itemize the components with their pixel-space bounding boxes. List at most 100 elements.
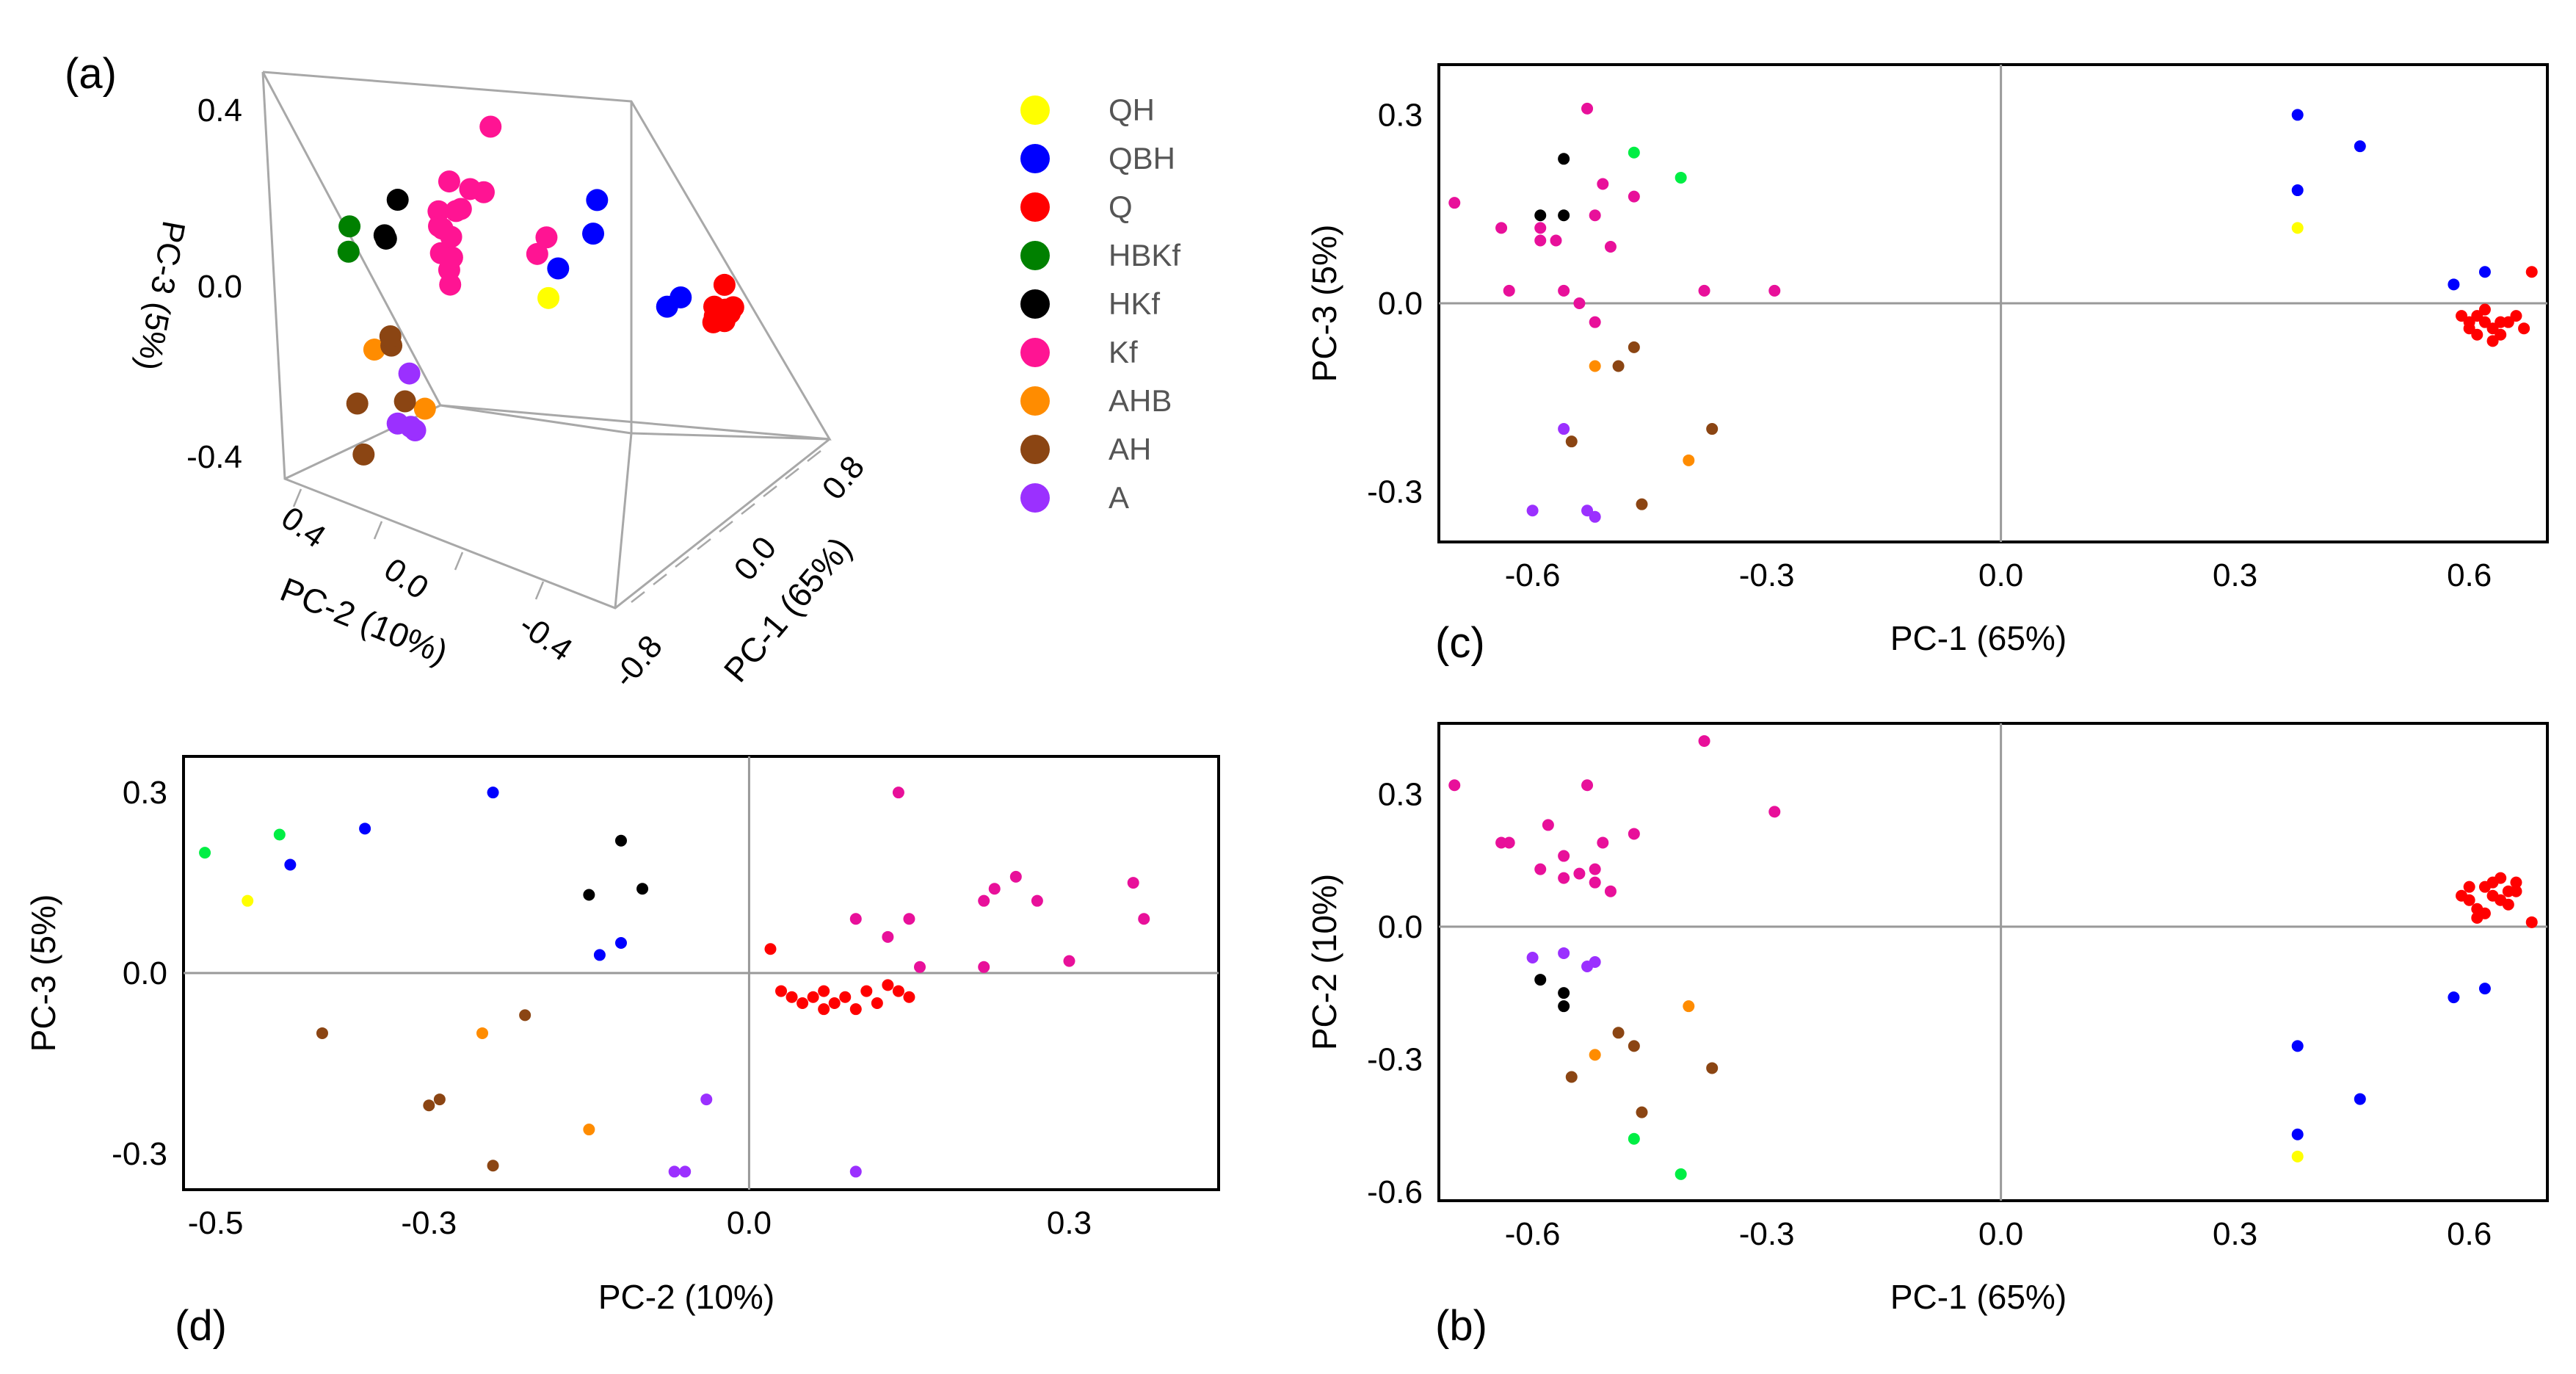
point-Q — [2471, 310, 2484, 322]
pc3-axis-label: PC-3 (5%) — [130, 218, 192, 373]
point-3d-AH — [352, 443, 375, 466]
point-Q — [818, 1003, 830, 1016]
point-Q — [2518, 322, 2530, 335]
point-Kf — [1009, 870, 1022, 883]
legend: QH QBH Q HBKf HKf Kf AHB AH A — [1020, 93, 1180, 515]
point-HBKf — [1628, 1132, 1640, 1145]
point-HBKf — [1675, 1168, 1687, 1180]
point-AH — [1636, 1106, 1648, 1118]
point-3d-AH — [393, 390, 416, 413]
point-Kf — [978, 961, 990, 973]
x-tick-label: -0.6 — [1505, 557, 1561, 593]
point-3d-QBH — [670, 286, 692, 308]
point-AH — [519, 1009, 531, 1022]
legend-marker-HBKf — [1020, 241, 1050, 270]
point-Q — [828, 997, 841, 1009]
point-Kf — [1597, 836, 1609, 849]
panel-b-points — [1448, 735, 2538, 1180]
panel-b-ylabel: PC-2 (10%) — [1305, 874, 1343, 1050]
point-Q — [860, 985, 873, 997]
y-tick-label: 0.0 — [123, 955, 167, 991]
point-Kf — [1550, 234, 1562, 247]
point-A — [1558, 947, 1570, 959]
panel-b-label: (b) — [1435, 1302, 1487, 1350]
point-Kf — [1448, 779, 1461, 792]
point-Kf — [892, 787, 904, 799]
point-Q — [892, 985, 904, 997]
point-AHB — [1683, 454, 1695, 466]
point-Kf — [849, 913, 862, 925]
point-Q — [2525, 266, 2538, 278]
x-tick-label: 0.0 — [727, 1205, 772, 1241]
pc1-tick-0: -0.8 — [606, 629, 670, 695]
point-Q — [797, 997, 809, 1009]
pc1-tick-1: 0.0 — [727, 530, 783, 587]
point-Kf — [1604, 885, 1617, 897]
legend-label-HBKf: HBKf — [1109, 238, 1180, 272]
pc2-tick-2: -0.4 — [512, 607, 578, 668]
point-A — [1526, 951, 1539, 963]
point-AH — [1706, 1062, 1719, 1074]
point-Kf — [978, 894, 990, 907]
point-QH — [242, 894, 254, 907]
point-Kf — [1534, 234, 1547, 247]
point-HKf — [583, 889, 595, 901]
legend-label-AHB: AHB — [1109, 383, 1172, 418]
x-tick-label: 0.0 — [1978, 1216, 2023, 1252]
point-HBKf — [1675, 171, 1687, 184]
point-AH — [423, 1099, 435, 1112]
point-Q — [2486, 889, 2499, 902]
panel-b-frame — [1437, 722, 2549, 1202]
panel-d-label: (d) — [175, 1302, 227, 1350]
point-Kf — [1581, 779, 1594, 792]
pc2-tick-0: 0.4 — [275, 500, 332, 555]
point-Kf — [1628, 828, 1640, 840]
point-Q — [839, 991, 852, 1003]
point-A — [1526, 505, 1539, 517]
point-Kf — [1573, 867, 1586, 880]
point-Kf — [1628, 190, 1640, 203]
y-tick-label: -0.6 — [1367, 1174, 1423, 1210]
point-Kf — [1542, 819, 1554, 831]
point-QBH — [2291, 1040, 2304, 1052]
x-tick-label: -0.3 — [1739, 557, 1795, 593]
point-AHB — [1589, 1049, 1601, 1061]
panel-b-axes: -0.6 -0.3 0.0 0.3 0.6 0.3 0.0 -0.3 -0.6 — [1367, 723, 2547, 1252]
point-Q — [882, 979, 894, 991]
point-AHB — [1683, 1000, 1695, 1013]
legend-marker-QBH — [1020, 144, 1050, 173]
point-Kf — [1063, 955, 1075, 967]
point-QBH — [2478, 983, 2491, 995]
point-Q — [818, 985, 830, 997]
point-A — [668, 1165, 681, 1178]
point-3d-Q — [713, 273, 736, 296]
y-tick-label: 0.3 — [1378, 776, 1423, 812]
point-3d-Q — [703, 295, 725, 318]
legend-marker-A — [1020, 483, 1050, 513]
point-Kf — [1768, 284, 1781, 297]
point-HKf — [1534, 209, 1547, 222]
point-HKf — [1558, 987, 1570, 999]
point-Q — [807, 991, 819, 1003]
point-3d-AHB — [413, 397, 436, 420]
panel-c-scatter: -0.6 -0.3 0.0 0.3 0.6 0.3 0.0 -0.3 PC-1 (65%) P… — [1305, 63, 2549, 667]
point-QH — [2291, 222, 2304, 234]
point-Q — [2471, 328, 2484, 341]
legend-marker-HKf — [1020, 289, 1050, 319]
point-Q — [775, 985, 788, 997]
point-A — [1589, 956, 1601, 968]
legend-marker-Kf — [1020, 338, 1050, 367]
point-HKf — [1558, 153, 1570, 165]
point-3d-HKf — [374, 227, 397, 250]
panel-c-ylabel: PC-3 (5%) — [1305, 225, 1343, 383]
legend-label-HKf: HKf — [1109, 286, 1160, 321]
point-Kf — [1589, 316, 1601, 328]
point-Q — [849, 1003, 862, 1016]
point-AH — [1636, 498, 1648, 510]
x-tick-label: 0.3 — [1047, 1205, 1092, 1241]
x-tick-label: -0.5 — [188, 1205, 244, 1241]
point-3d-AHB — [363, 339, 385, 361]
point-QBH — [2291, 109, 2304, 121]
point-Kf — [1589, 209, 1601, 222]
point-Q — [2502, 885, 2514, 897]
